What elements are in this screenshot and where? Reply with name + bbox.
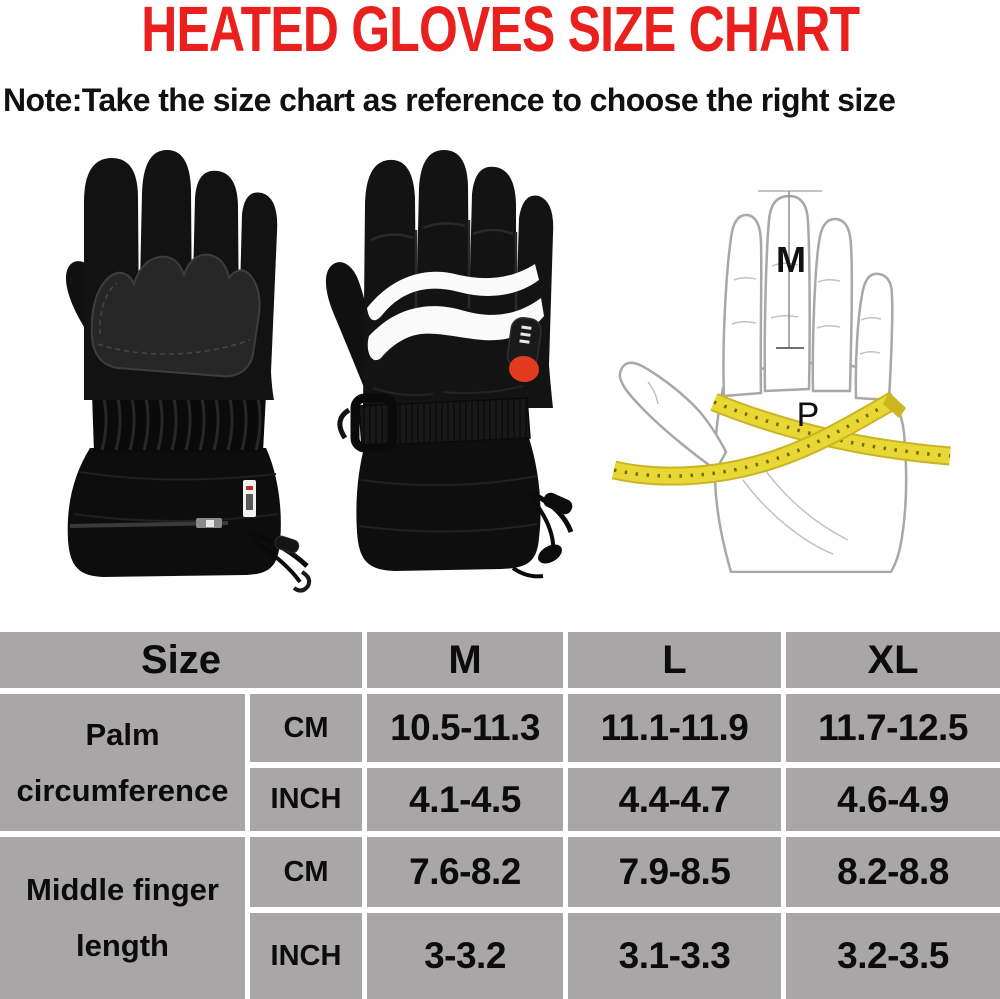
table-header-size: Size xyxy=(0,632,362,688)
value-cell: 4.1-4.5 xyxy=(367,768,563,831)
brand-tag xyxy=(243,480,256,517)
strap-buckle xyxy=(337,393,398,453)
hand-fingers xyxy=(722,194,894,402)
finger-measure-line xyxy=(758,190,822,349)
table-header-l: L xyxy=(568,632,781,688)
cuff-zipper xyxy=(69,518,229,528)
led-indicator-icon xyxy=(519,325,532,344)
value-cell: 10.5-11.3 xyxy=(367,694,563,762)
hand-thumb xyxy=(618,361,728,472)
power-button-icon xyxy=(509,355,539,383)
white-wave-stripe xyxy=(367,264,544,361)
glove-palm-photo xyxy=(20,142,320,602)
value-cell: 3.1-3.3 xyxy=(568,913,781,999)
glove-cuff xyxy=(67,448,281,577)
unit-cell: CM xyxy=(250,837,362,907)
drawstring-toggle xyxy=(511,489,574,579)
value-cell: 8.2-8.8 xyxy=(786,837,1000,907)
hand-measure-diagram: M P xyxy=(608,158,998,574)
palm-circumference-label: P xyxy=(797,396,820,434)
elastic-pleats xyxy=(100,397,262,451)
size-table: Size M L XL Palm circumference CM 10.5-1… xyxy=(0,632,1000,999)
value-cell: 7.9-8.5 xyxy=(568,837,781,907)
page-title: HEATED GLOVES SIZE CHART xyxy=(0,0,1000,63)
wrist-strap xyxy=(358,397,531,447)
glove-back-illustration xyxy=(325,150,574,579)
value-cell: 4.6-4.9 xyxy=(786,768,1000,831)
table-header-m: M xyxy=(367,632,563,688)
note-text: Note:Take the size chart as reference to… xyxy=(3,82,896,118)
value-cell: 7.6-8.2 xyxy=(367,837,563,907)
unit-cell: CM xyxy=(250,694,362,762)
row-label-middle-finger-length: Middle finger length xyxy=(0,837,245,999)
middle-finger-label: M xyxy=(776,239,806,280)
value-cell: 4.4-4.7 xyxy=(568,768,781,831)
value-cell: 11.1-11.9 xyxy=(568,694,781,762)
value-cell: 11.7-12.5 xyxy=(786,694,1000,762)
value-cell: 3-3.2 xyxy=(367,913,563,999)
glove-back-photo xyxy=(303,140,623,600)
unit-cell: INCH xyxy=(250,768,362,831)
glove-elastic-wrist xyxy=(92,394,266,452)
drawstring-toggle xyxy=(247,529,312,593)
hand-measure-illustration: M P xyxy=(611,190,951,574)
value-cell: 3.2-3.5 xyxy=(786,913,1000,999)
palm-grip-patch xyxy=(90,253,261,378)
glove-palm-illustration xyxy=(65,150,312,593)
unit-cell: INCH xyxy=(250,913,362,999)
table-header-xl: XL xyxy=(786,632,1000,688)
row-label-palm-circumference: Palm circumference xyxy=(0,694,245,831)
measuring-tape-icon xyxy=(611,391,951,486)
glove-cuff xyxy=(356,438,541,571)
page-title-text: HEATED GLOVES SIZE CHART xyxy=(140,0,860,65)
heat-control-panel xyxy=(506,316,542,370)
